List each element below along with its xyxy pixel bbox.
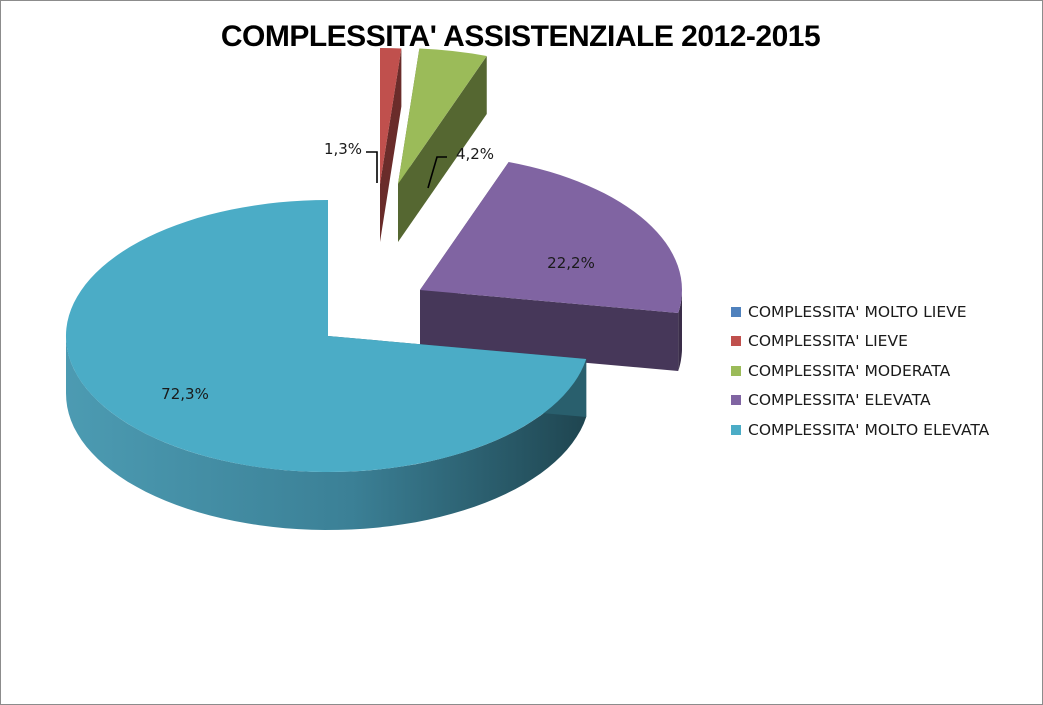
legend-swatch [731, 336, 741, 347]
chart-title: COMPLESSITA' ASSISTENZIALE 2012-2015 [220, 20, 821, 53]
slice-complessita-moderata [398, 48, 487, 184]
legend-label: COMPLESSITA' MOLTO LIEVE [748, 302, 967, 321]
legend-label: COMPLESSITA' MODERATA [748, 361, 951, 380]
legend-swatch [731, 395, 741, 406]
slice-face-complessita-lieve-1 [380, 48, 402, 243]
leader-line-2 [427, 156, 447, 189]
legend-item: COMPLESSITA' ELEVATA [731, 386, 989, 416]
legend-item: COMPLESSITA' MODERATA [731, 356, 989, 386]
legend-label: COMPLESSITA' ELEVATA [748, 391, 931, 410]
data-label-1: 1,3% [324, 140, 362, 158]
legend-item: COMPLESSITA' MOLTO ELEVATA [731, 415, 989, 445]
data-label-3: 22,2% [547, 254, 595, 272]
slice-complessita-elevata [420, 162, 682, 313]
slice-side-complessita-elevata-0 [678, 287, 682, 371]
slice-side-complessita-molto-elevata-0 [66, 335, 587, 530]
data-label-2: 4,2% [456, 145, 494, 163]
legend-label: COMPLESSITA' LIEVE [748, 332, 908, 351]
legend-swatch [731, 306, 741, 317]
slice-face-complessita-moderata-1 [398, 56, 487, 242]
chart-legend: COMPLESSITA' MOLTO LIEVE COMPLESSITA' LIE… [731, 297, 989, 445]
legend-swatch [731, 424, 741, 435]
data-label-4: 72,3% [161, 385, 209, 403]
legend-item: COMPLESSITA' LIEVE [731, 327, 989, 357]
legend-item: COMPLESSITA' MOLTO LIEVE [731, 297, 989, 327]
leader-line-1 [366, 151, 378, 183]
legend-label: COMPLESSITA' MOLTO ELEVATA [748, 420, 990, 439]
slice-complessita-lieve [380, 48, 402, 184]
slice-complessita-molto-elevata [65, 200, 587, 472]
legend-swatch [731, 365, 741, 376]
